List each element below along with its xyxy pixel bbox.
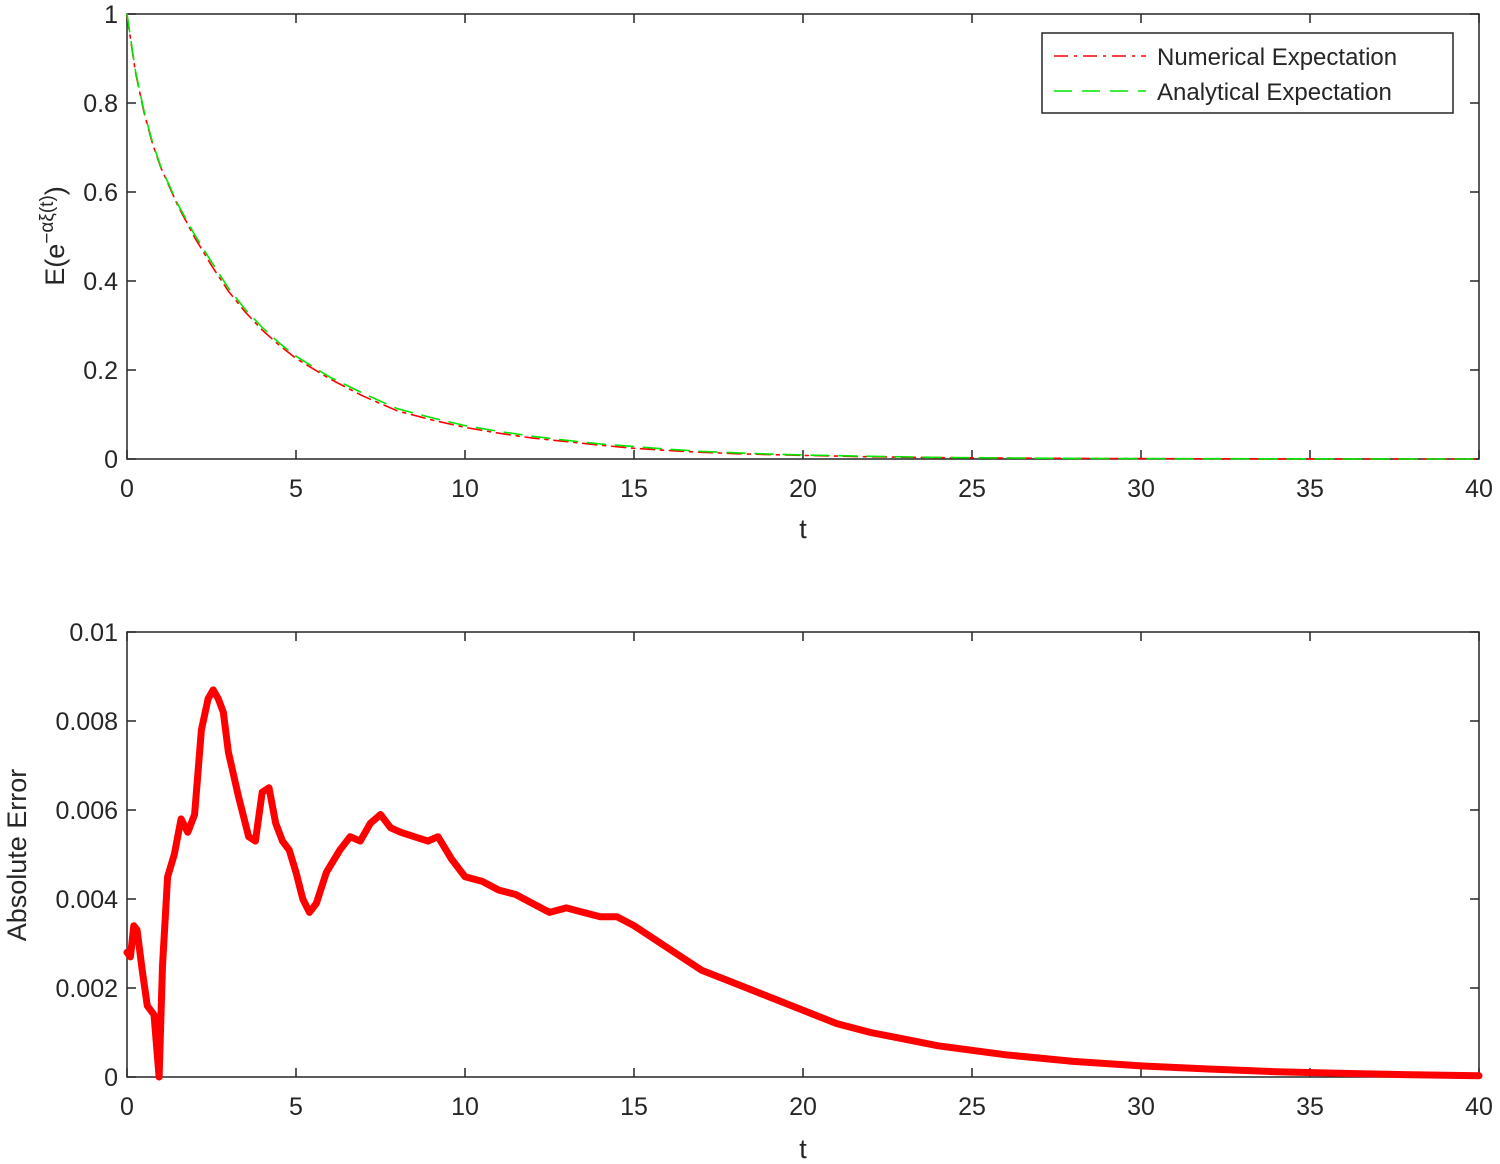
expectation-y-axis-label-main: E(e <box>40 244 70 286</box>
absolute-error-series-lines <box>123 686 1483 1081</box>
expectation-x-tick-label: 5 <box>289 475 303 503</box>
expectation-y-axis-label: E(e−αξ(t)) <box>37 186 70 286</box>
absolute-error-x-tick-label: 40 <box>1465 1093 1493 1121</box>
expectation-y-tick-label: 0 <box>104 446 118 474</box>
expectation-x-tick-label: 15 <box>620 475 648 503</box>
legend-numerical-label: Numerical Expectation <box>1157 44 1397 71</box>
expectation-series-line-0 <box>126 14 1480 460</box>
expectation-x-tick-label: 25 <box>958 475 986 503</box>
absolute-error-y-tick-label: 0.002 <box>55 975 118 1003</box>
absolute-error-chart: 0 5 10 15 20 25 30 35 40 0 0.002 0.004 0.006 0.008 0.0… <box>2 619 1493 1164</box>
absolute-error-x-tick-label: 5 <box>289 1093 303 1121</box>
absolute-error-x-tick-label: 15 <box>620 1093 648 1121</box>
legend-box <box>1041 32 1454 114</box>
legend-analytical-label: Analytical Expectation <box>1157 79 1392 106</box>
absolute-error-y-tick-label: 0.01 <box>69 619 118 647</box>
expectation-y-tick-label: 0.4 <box>83 268 118 296</box>
absolute-error-x-tick-label: 30 <box>1127 1093 1155 1121</box>
expectation-y-tick-label: 0.2 <box>83 357 118 385</box>
absolute-error-axis-ticks: 0 5 10 15 20 25 30 35 40 0 0.002 0.004 0.006 0.008 0.0… <box>55 619 1492 1121</box>
absolute-error-x-tick-label: 20 <box>789 1093 817 1121</box>
absolute-error-x-tick-label: 25 <box>958 1093 986 1121</box>
expectation-y-tick-label: 0.8 <box>83 90 118 118</box>
expectation-x-tick-label: 10 <box>451 475 479 503</box>
absolute-error-x-tick-label: 0 <box>120 1093 134 1121</box>
expectation-legend: Numerical Expectation Analytical Expecta… <box>1041 32 1454 114</box>
expectation-y-tick-label: 0.6 <box>83 179 118 207</box>
absolute-error-x-tick-label: 10 <box>451 1093 479 1121</box>
expectation-x-tick-label: 20 <box>789 475 817 503</box>
absolute-error-x-axis-label: t <box>799 1134 807 1164</box>
expectation-x-tick-label: 0 <box>120 475 134 503</box>
expectation-x-tick-label: 30 <box>1127 475 1155 503</box>
expectation-series-line-1 <box>126 13 1480 460</box>
absolute-error-series-line-0 <box>123 686 1483 1081</box>
absolute-error-plot-area <box>126 631 1480 1078</box>
absolute-error-y-tick-label: 0.004 <box>55 886 118 914</box>
absolute-error-y-tick-label: 0.006 <box>55 797 118 825</box>
expectation-x-tick-label: 40 <box>1465 475 1493 503</box>
absolute-error-x-tick-label: 35 <box>1296 1093 1324 1121</box>
absolute-error-y-tick-label: 0.008 <box>55 708 118 736</box>
expectation-y-tick-label: 1 <box>104 1 118 29</box>
absolute-error-y-axis-label: Absolute Error <box>2 769 32 942</box>
expectation-series-lines <box>126 13 1480 460</box>
expectation-x-tick-label: 35 <box>1296 475 1324 503</box>
expectation-axis-ticks: 0 5 10 15 20 25 30 35 40 0 0.2 0.4 0.6 0.8 1 <box>83 1 1493 503</box>
absolute-error-y-tick-label: 0 <box>104 1064 118 1092</box>
expectation-y-axis-label-exponent: −αξ(t) <box>37 195 58 244</box>
expectation-y-axis-label-close: ) <box>40 186 70 195</box>
expectation-chart: 0 5 10 15 20 25 30 35 40 0 0.2 0.4 0.6 0.8 1 t E(e−αξ(… <box>37 1 1493 544</box>
expectation-x-axis-label: t <box>799 514 807 544</box>
